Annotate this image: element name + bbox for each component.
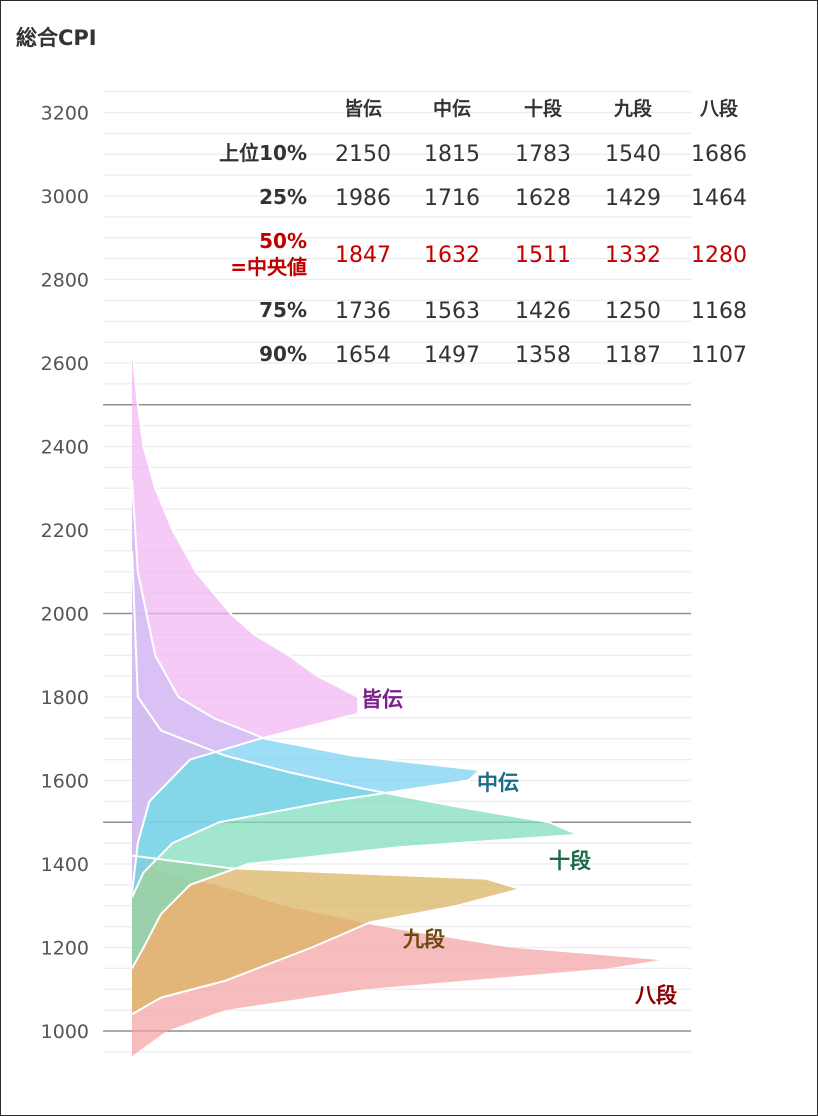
series-label: 皆伝: [361, 687, 403, 711]
y-tick-label: 1200: [41, 938, 89, 960]
table-cell: 1736: [335, 299, 391, 324]
density-outline: [131, 479, 483, 898]
y-tick-label: 1800: [41, 687, 89, 709]
table-cell: 1632: [424, 243, 480, 268]
table-row-sublabel: =中央値: [230, 255, 307, 279]
table-cell: 2150: [335, 142, 391, 167]
table-cell: 1107: [691, 343, 747, 368]
y-tick-label: 3200: [41, 103, 89, 125]
density-area: [132, 346, 359, 894]
table-row-label: 90%: [259, 342, 307, 366]
table-cell: 1847: [335, 243, 391, 268]
series-label: 中伝: [477, 771, 519, 795]
table-cell: 1783: [515, 142, 571, 167]
table-cell: 1563: [424, 299, 480, 324]
y-tick-label: 2600: [41, 353, 89, 375]
density-area: [132, 822, 660, 1056]
density-outline: [131, 550, 579, 969]
table-row-label: 50%: [259, 229, 307, 253]
table-column-header: 十段: [524, 97, 563, 120]
table-cell: 1358: [515, 343, 571, 368]
table-cell: 1429: [605, 186, 661, 211]
chart-title: 総合CPI: [16, 26, 97, 50]
density-area: [132, 479, 480, 898]
table-cell: 1815: [424, 142, 480, 167]
density-outline: [131, 854, 525, 1016]
table-cell: 1250: [605, 299, 661, 324]
table-cell: 1464: [691, 186, 747, 211]
table-cell: 1540: [605, 142, 661, 167]
table-cell: 1280: [691, 243, 747, 268]
table-cell: 1168: [691, 299, 747, 324]
density-areas: 八段 九段 十段 中伝 皆伝: [131, 346, 677, 1056]
y-axis: 1000 1200 1400 1600 1800 2000 2200 2400 2600 2800…: [41, 103, 89, 1044]
table-cell: 1628: [515, 186, 571, 211]
density-outline: [131, 346, 360, 894]
table-cell: 1654: [335, 343, 391, 368]
series-label: 八段: [635, 983, 677, 1007]
table-cell: 1332: [605, 243, 661, 268]
table-cell: 1187: [605, 343, 661, 368]
table-row-label: 75%: [259, 298, 307, 322]
y-tick-label: 3000: [41, 186, 89, 208]
table-column-header: 中伝: [433, 97, 471, 120]
y-tick-label: 2400: [41, 437, 89, 459]
y-tick-label: 1400: [41, 854, 89, 876]
table-row-label: 25%: [259, 185, 307, 209]
series-label: 九段: [402, 927, 445, 951]
y-tick-label: 2800: [41, 270, 89, 292]
table-cell: 1686: [691, 142, 747, 167]
y-tick-label: 2200: [41, 520, 89, 542]
table-column-header: 九段: [613, 97, 653, 120]
density-area: [132, 855, 521, 1015]
table-cell: 1716: [424, 186, 480, 211]
density-area: [132, 550, 579, 969]
table-cell: 1497: [424, 343, 480, 368]
table-cell: 1986: [335, 186, 391, 211]
y-tick-label: 1600: [41, 771, 89, 793]
table-row-label: 上位10%: [219, 141, 307, 165]
y-tick-label: 1000: [41, 1021, 89, 1043]
table-cell: 1426: [515, 299, 571, 324]
table-column-header: 皆伝: [344, 98, 382, 120]
series-label: 十段: [549, 849, 591, 873]
table-cell: 1511: [515, 243, 571, 268]
y-tick-label: 2000: [41, 604, 89, 626]
table-column-header: 八段: [700, 97, 739, 120]
